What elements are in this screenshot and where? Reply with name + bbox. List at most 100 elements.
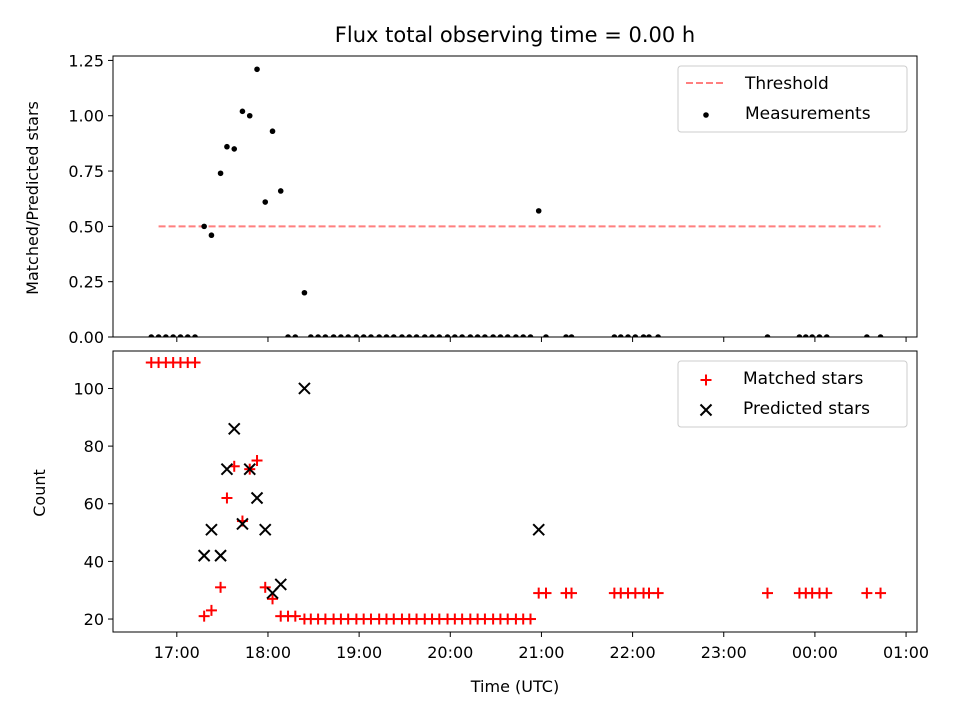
legend-label: Predicted stars: [743, 399, 870, 419]
measurement-point: [322, 334, 329, 337]
measurement-point: [764, 334, 771, 337]
measurement-point: [625, 334, 631, 337]
measurement-point: [399, 334, 405, 337]
measurement-point: [421, 334, 428, 337]
measurement-point: [520, 334, 527, 337]
measurement-point: [568, 334, 575, 337]
matched-star-marker: [259, 581, 271, 593]
measurement-point: [376, 334, 382, 337]
bottom-y-tick-label: 60: [84, 495, 104, 514]
top-legend-box: [677, 65, 908, 133]
measurement-point: [368, 334, 374, 337]
measurement-point: [809, 334, 815, 337]
top-y-tick-label: 0.75: [68, 162, 104, 181]
measurement-point: [155, 334, 162, 337]
matched-star-marker: [215, 581, 227, 593]
x-tick-label: 21:00: [518, 643, 564, 662]
predicted-star-marker: [220, 462, 234, 476]
measurement-point: [163, 334, 169, 337]
top-y-tick-label: 0.25: [68, 273, 104, 292]
measurement-point: [239, 108, 246, 115]
matched-star-marker: [821, 587, 833, 599]
matched-star-marker: [762, 587, 774, 599]
measurement-point: [353, 334, 360, 337]
measurement-point: [611, 334, 618, 337]
bottom-legend: Matched stars Predicted stars: [677, 360, 908, 428]
measurement-point: [543, 334, 549, 337]
measurement-point: [285, 334, 291, 337]
measurement-point: [208, 232, 215, 239]
x-axis-label: Time (UTC): [470, 677, 559, 696]
x-tick-label: 17:00: [154, 643, 200, 662]
measurement-point: [482, 334, 488, 337]
measurement-point: [452, 334, 458, 337]
predicted-star-marker: [250, 491, 264, 505]
matched-star-marker: [540, 587, 552, 599]
measurement-point: [262, 199, 269, 205]
matched-star-marker: [267, 593, 279, 605]
measurement-point: [444, 334, 451, 337]
measurement-point: [877, 334, 884, 337]
measurement-point: [201, 223, 207, 230]
measurement-point: [390, 334, 397, 337]
legend-predicted-swatch: [699, 403, 713, 417]
measurement-point: [315, 334, 321, 337]
matched-star-marker: [221, 492, 233, 504]
count-panel: 20 40 60 80 100 17:00 18:00 19:00 20:00 21:00 22:0…: [73, 350, 929, 662]
matched-star-marker: [524, 613, 536, 625]
measurement-point: [490, 334, 496, 337]
measurement-point: [655, 334, 661, 337]
measurement-point: [345, 334, 351, 337]
measurement-point: [459, 334, 465, 337]
measurement-point: [796, 334, 803, 337]
measurement-point: [177, 334, 184, 337]
x-tick-label: 20:00: [427, 643, 473, 662]
x-tick-label: 00:00: [792, 643, 838, 662]
measurement-point: [467, 334, 474, 337]
predicted-star-marker: [197, 549, 211, 562]
measurement-point: [429, 334, 435, 337]
matched-star-marker: [251, 455, 263, 467]
predicted-star-marker: [243, 462, 256, 476]
measurement-point: [535, 208, 542, 214]
measurement-point: [308, 334, 314, 337]
measurement-point: [330, 334, 337, 337]
bottom-data: [145, 357, 887, 625]
measurement-point: [527, 334, 534, 337]
bottom-legend-box: [677, 360, 908, 428]
measurement-point: [816, 334, 823, 337]
measurement-point: [802, 334, 809, 337]
legend-label: Matched stars: [743, 369, 863, 389]
measurement-point: [823, 334, 830, 337]
predicted-star-marker: [274, 578, 287, 591]
matched-star-marker: [289, 610, 301, 622]
matched-star-marker: [566, 587, 578, 599]
measurement-point: [269, 128, 276, 135]
predicted-star-marker: [228, 422, 241, 436]
bottom-axes-frame: [112, 350, 918, 633]
measurement-point: [338, 334, 344, 337]
measurement-point: [640, 334, 647, 337]
matched-star-marker: [205, 604, 217, 616]
measurement-point: [436, 334, 443, 337]
measurement-point: [277, 188, 284, 194]
predicted-star-marker: [259, 523, 272, 536]
top-y-axis-label: Matched/Predicted stars: [23, 101, 42, 295]
bottom-y-axis-label: Count: [30, 469, 49, 517]
x-tick-label: 18:00: [245, 643, 291, 662]
measurement-point: [292, 334, 299, 337]
predicted-star-marker: [236, 517, 249, 531]
legend-matched-swatch: [700, 374, 712, 386]
predicted-star-marker: [532, 523, 545, 536]
measurement-point: [224, 143, 230, 150]
measurement-point: [632, 334, 639, 337]
matched-star-marker: [861, 587, 873, 599]
measurement-point: [231, 146, 238, 152]
measurement-point: [360, 334, 367, 337]
top-y-tick-label: 0.50: [68, 217, 104, 236]
measurement-point: [246, 112, 253, 119]
top-data: [148, 66, 884, 337]
top-y-tick-label: 1.00: [68, 107, 104, 126]
legend-label: Measurements: [745, 104, 871, 124]
